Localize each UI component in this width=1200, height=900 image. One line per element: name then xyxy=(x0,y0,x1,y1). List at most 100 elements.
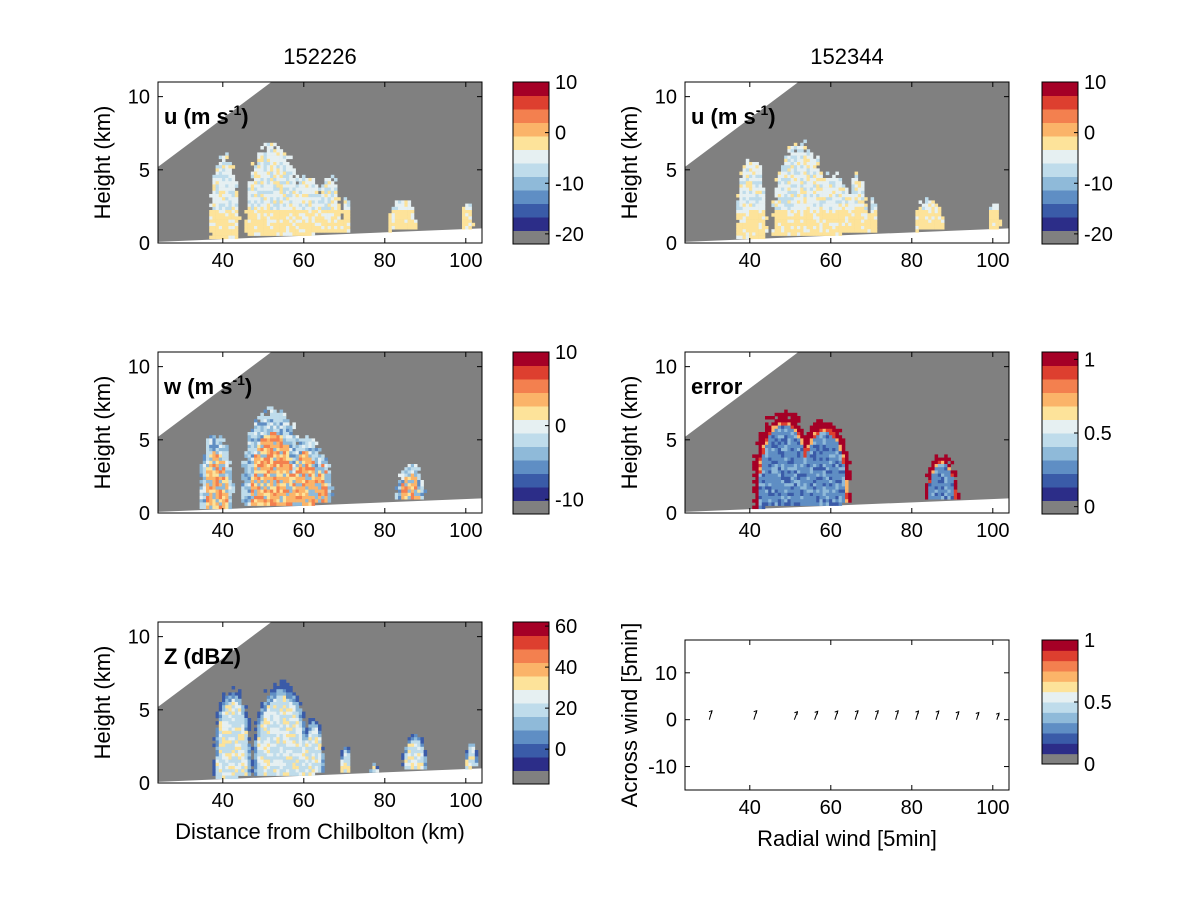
heatmap-cell xyxy=(292,171,296,176)
heatmap-cell xyxy=(225,772,229,776)
heatmap-cell xyxy=(212,222,216,227)
heatmap-cell xyxy=(218,451,223,455)
heatmap-cell xyxy=(749,162,753,166)
heatmap-cell xyxy=(835,190,839,195)
heatmap-cell xyxy=(327,229,332,233)
heatmap-cell xyxy=(784,444,788,449)
heatmap-cell xyxy=(797,435,801,439)
heatmap-cell xyxy=(199,480,204,484)
heatmap-cell xyxy=(215,743,220,748)
heatmap-cell xyxy=(784,226,788,230)
heatmap-cell xyxy=(324,464,328,468)
heatmap-cell xyxy=(273,769,277,773)
heatmap-cell xyxy=(809,492,814,497)
heatmap-cell xyxy=(414,492,418,497)
heatmap-cell xyxy=(311,470,316,474)
heatmap-cell xyxy=(279,165,284,169)
heatmap-cell xyxy=(292,695,296,700)
heatmap-cell xyxy=(302,226,306,230)
heatmap-cell xyxy=(777,464,782,468)
heatmap-cell xyxy=(266,206,271,211)
heatmap-cell xyxy=(931,473,935,478)
heatmap-cell xyxy=(266,467,271,471)
heatmap-cell xyxy=(829,197,833,201)
heatmap-cell xyxy=(282,467,287,471)
heatmap-cell xyxy=(797,158,801,163)
heatmap-cell xyxy=(937,213,942,217)
heatmap-cell xyxy=(790,451,795,455)
heatmap-cell xyxy=(228,483,232,487)
heatmap-cell xyxy=(327,210,332,214)
heatmap-cell xyxy=(263,178,268,182)
heatmap-cell xyxy=(273,194,277,198)
colorbar-cell xyxy=(513,176,549,191)
colorbar-cell xyxy=(1042,203,1078,218)
heatmap-cell xyxy=(755,181,759,185)
heatmap-cell xyxy=(206,502,210,506)
heatmap-cell xyxy=(302,457,306,462)
heatmap-cell xyxy=(777,496,782,500)
heatmap-cell xyxy=(953,496,958,500)
heatmap-cell xyxy=(340,756,344,760)
heatmap-cell xyxy=(254,444,258,449)
heatmap-cell xyxy=(318,750,322,754)
heatmap-cell xyxy=(944,496,948,500)
heatmap-cell xyxy=(941,473,945,478)
ground-wedge xyxy=(685,228,1009,243)
heatmap-cell xyxy=(218,759,223,764)
heatmap-cell xyxy=(739,190,743,195)
heatmap-cell xyxy=(244,451,248,455)
heatmap-cell xyxy=(270,425,274,430)
heatmap-cell xyxy=(838,187,843,192)
heatmap-cell xyxy=(302,184,306,188)
heatmap-cell xyxy=(225,737,229,741)
heatmap-cell xyxy=(324,216,328,220)
heatmap-cell xyxy=(247,216,252,220)
heatmap-cell xyxy=(417,467,421,471)
heatmap-cell xyxy=(324,184,328,188)
heatmap-cell xyxy=(787,155,791,160)
heatmap-cell xyxy=(289,695,293,700)
heatmap-cell xyxy=(273,438,277,442)
heatmap-cell xyxy=(282,226,287,230)
heatmap-cell xyxy=(829,428,833,433)
heatmap-cell xyxy=(813,219,817,224)
heatmap-cell xyxy=(928,216,932,220)
heatmap-cell xyxy=(739,210,743,214)
heatmap-cell xyxy=(937,222,942,227)
heatmap-cell xyxy=(784,457,788,462)
colorbar-cell xyxy=(513,770,549,785)
heatmap-cell xyxy=(803,190,807,195)
heatmap-cell xyxy=(822,496,827,500)
heatmap-cell xyxy=(234,762,239,767)
heatmap-cell xyxy=(209,483,213,487)
heatmap-cell xyxy=(202,476,207,481)
heatmap-cell xyxy=(318,229,322,233)
heatmap-cell xyxy=(276,689,280,693)
heatmap-cell xyxy=(944,492,948,497)
heatmap-cell xyxy=(797,200,801,204)
heatmap-cell xyxy=(825,454,830,458)
heatmap-cell xyxy=(276,714,280,719)
heatmap-cell xyxy=(282,152,287,156)
heatmap-cell xyxy=(254,734,258,738)
heatmap-cell xyxy=(295,438,300,442)
heatmap-cell xyxy=(276,444,280,449)
heatmap-cell xyxy=(758,190,763,195)
heatmap-cell xyxy=(266,750,271,754)
heatmap-cell xyxy=(761,229,766,233)
heatmap-cell xyxy=(809,155,814,160)
heatmap-cell xyxy=(273,142,277,147)
colorbar-cell xyxy=(513,662,549,677)
heatmap-cell xyxy=(279,168,284,172)
heatmap-cell xyxy=(318,460,322,465)
heatmap-cell xyxy=(800,146,804,150)
heatmap-cell xyxy=(270,746,274,751)
heatmap-cell xyxy=(305,232,309,236)
heatmap-cell xyxy=(752,197,756,201)
heatmap-cell xyxy=(793,197,798,201)
x-tick-label: 100 xyxy=(449,250,482,272)
heatmap-cell xyxy=(276,698,280,703)
heatmap-cell xyxy=(745,194,750,198)
